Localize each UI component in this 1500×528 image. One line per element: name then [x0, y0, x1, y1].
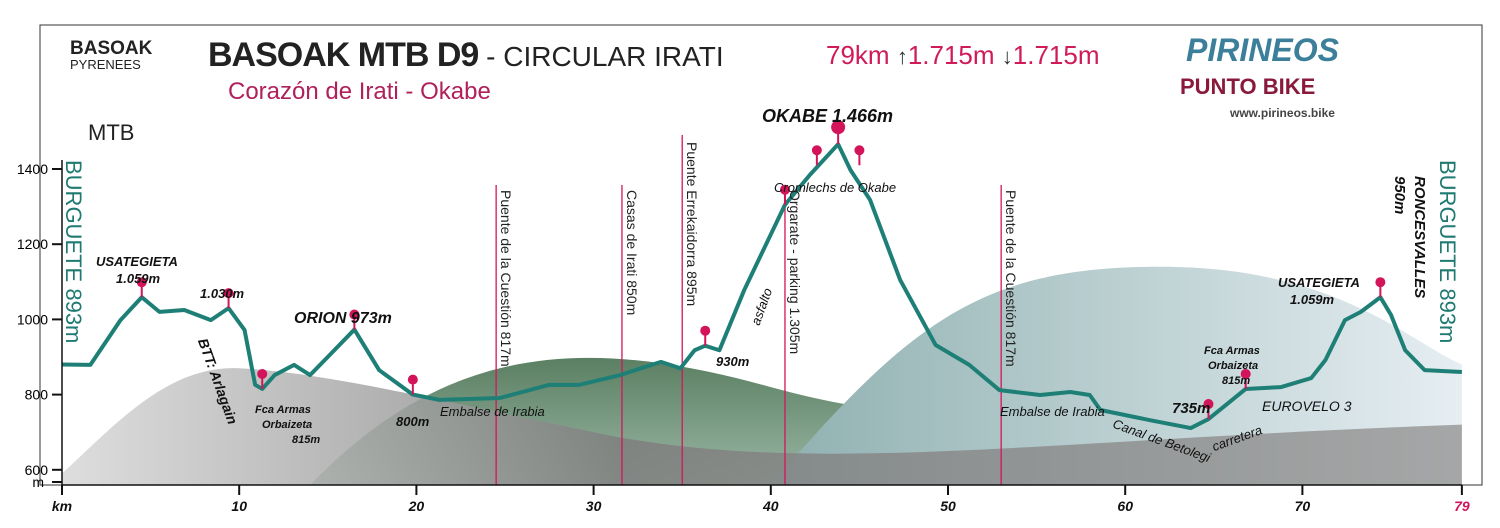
waypoint-pin — [811, 145, 822, 156]
y-axis-label: m — [32, 474, 44, 490]
vline-label: Casas de Irati 850m — [623, 190, 640, 316]
end-label: BURGUETE 893m — [1435, 160, 1460, 344]
hill-blue — [770, 266, 1462, 485]
waypoint-pin — [1240, 368, 1251, 379]
x-tick-label: 70 — [1295, 498, 1311, 514]
waypoint-pin — [407, 374, 418, 385]
x-tick-label: 50 — [940, 498, 956, 514]
brand-sub: PUNTO BIKE — [1180, 74, 1316, 99]
x-tick-label: 40 — [762, 498, 779, 514]
vline-label: Puente de la Cuestión 817m — [498, 190, 515, 367]
wp-1030: 1.030m — [200, 286, 245, 301]
wp-usategieta-1: USATEGIETA — [96, 254, 178, 269]
wp-usategieta-2-alt: 1.059m — [1290, 292, 1335, 307]
wp-930: 930m — [716, 354, 750, 369]
wp-fca-1-alt: 815m — [292, 434, 321, 446]
waypoint-pin — [349, 309, 360, 320]
wp-orion: ORION 973m — [294, 310, 392, 327]
y-tick-label: 1400 — [17, 161, 48, 177]
page-title: BASOAK MTB D9 - CIRCULAR IRATI — [208, 36, 724, 74]
waypoint-pin — [223, 288, 234, 299]
brand-name: PIRINEOS — [1186, 32, 1339, 68]
waypoint-pin — [700, 325, 711, 336]
eurovelo-label: EUROVELO 3 — [1262, 398, 1352, 414]
hill-grey — [62, 368, 1462, 485]
wp-fca-2-alt: 815m — [1222, 375, 1251, 387]
descent-icon: ↓ — [1001, 44, 1013, 69]
roncesvalles-alt: 950m — [1391, 176, 1408, 215]
wp-usategieta-2: USATEGIETA — [1278, 275, 1360, 290]
logo-left-name: BASOAK — [70, 38, 153, 59]
vline-label: Puente Errekaidorra 895m — [684, 142, 701, 307]
brand-url[interactable]: www.pirineos.bike — [1230, 106, 1335, 120]
waypoint-pin — [257, 368, 268, 379]
profile-line — [61, 142, 1462, 431]
waypoint-pin — [779, 184, 790, 195]
y-tick-label: 800 — [25, 387, 49, 403]
waypoint-pin — [1203, 399, 1214, 410]
wp-fca-2-sub: Orbaizeta — [1208, 360, 1259, 372]
vline-label: Orgarate - parking 1.305m — [786, 190, 803, 355]
wp-okabe: OKABE 1.466m — [762, 106, 894, 126]
wp-800: 800m — [396, 414, 430, 429]
waypoint-pin — [831, 120, 846, 135]
x-tick-label: 20 — [408, 498, 425, 514]
embalse-1: Embalse de Irabia — [440, 404, 545, 419]
y-tick-label: 1200 — [17, 236, 48, 252]
subtitle: Corazón de Irati - Okabe — [228, 78, 491, 105]
waypoint-pin — [854, 145, 865, 156]
route-stats: 79km ↑1.715m ↓1.715m — [826, 40, 1100, 70]
vline-label: Puente de la Cuestión 817m — [1003, 190, 1020, 367]
embalse-2: Embalse de Irabia — [1000, 404, 1105, 419]
wp-fca-2: Fca Armas — [1204, 345, 1260, 357]
y-tick-label: 1000 — [17, 311, 48, 327]
y-tick-label: 600 — [25, 462, 49, 478]
ascent-icon: ↑ — [896, 44, 908, 69]
wp-fca-1: Fca Armas — [255, 404, 311, 416]
wp-fca-1-sub: Orbaizeta — [262, 419, 313, 431]
x-tick-label: km — [52, 498, 72, 514]
logo-left-region: PYRENEES — [70, 57, 141, 72]
waypoint-pin — [136, 277, 147, 288]
x-tick-label: 79 — [1454, 498, 1470, 514]
roncesvalles-label: RONCESVALLES — [1411, 176, 1428, 299]
logo-left-mtb: MTB — [88, 120, 135, 145]
waypoint-pin — [1375, 277, 1386, 288]
start-label: BURGUETE 893m — [61, 160, 86, 344]
x-tick-label: 10 — [231, 498, 247, 514]
cromlechs-label: Cromlechs de Okabe — [774, 180, 897, 195]
wp-735: 735m — [1172, 400, 1211, 417]
x-tick-label: 60 — [1117, 498, 1133, 514]
wp-usategieta-1-alt: 1.059m — [116, 271, 161, 286]
x-tick-label: 30 — [586, 498, 602, 514]
